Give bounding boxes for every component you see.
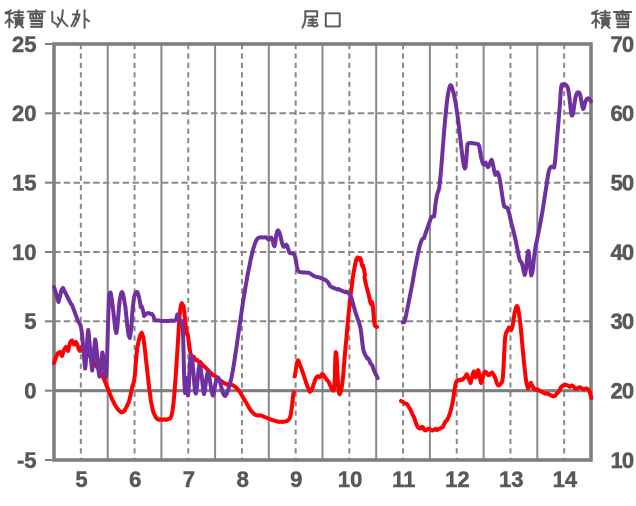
svg-text:60: 60 bbox=[611, 101, 634, 126]
svg-text:30: 30 bbox=[611, 309, 634, 334]
svg-text:6: 6 bbox=[129, 467, 141, 492]
svg-text:10: 10 bbox=[338, 467, 362, 492]
svg-text:-5: -5 bbox=[17, 448, 37, 473]
svg-text:25: 25 bbox=[12, 32, 36, 57]
svg-text:0: 0 bbox=[24, 379, 36, 404]
svg-text:8: 8 bbox=[237, 467, 249, 492]
svg-text:70: 70 bbox=[611, 32, 634, 57]
svg-text:11: 11 bbox=[392, 467, 415, 492]
svg-text:40: 40 bbox=[611, 240, 634, 265]
svg-text:20: 20 bbox=[12, 101, 36, 126]
svg-text:5: 5 bbox=[24, 309, 36, 334]
svg-text:50: 50 bbox=[611, 171, 634, 196]
svg-text:10: 10 bbox=[12, 240, 36, 265]
svg-text:14: 14 bbox=[553, 467, 578, 492]
svg-text:15: 15 bbox=[12, 171, 36, 196]
svg-text:5: 5 bbox=[75, 467, 87, 492]
svg-text:20: 20 bbox=[611, 379, 634, 404]
svg-text:9: 9 bbox=[290, 467, 302, 492]
svg-text:13: 13 bbox=[499, 467, 523, 492]
svg-text:7: 7 bbox=[183, 467, 195, 492]
svg-text:10: 10 bbox=[611, 448, 634, 473]
svg-text:12: 12 bbox=[445, 467, 469, 492]
